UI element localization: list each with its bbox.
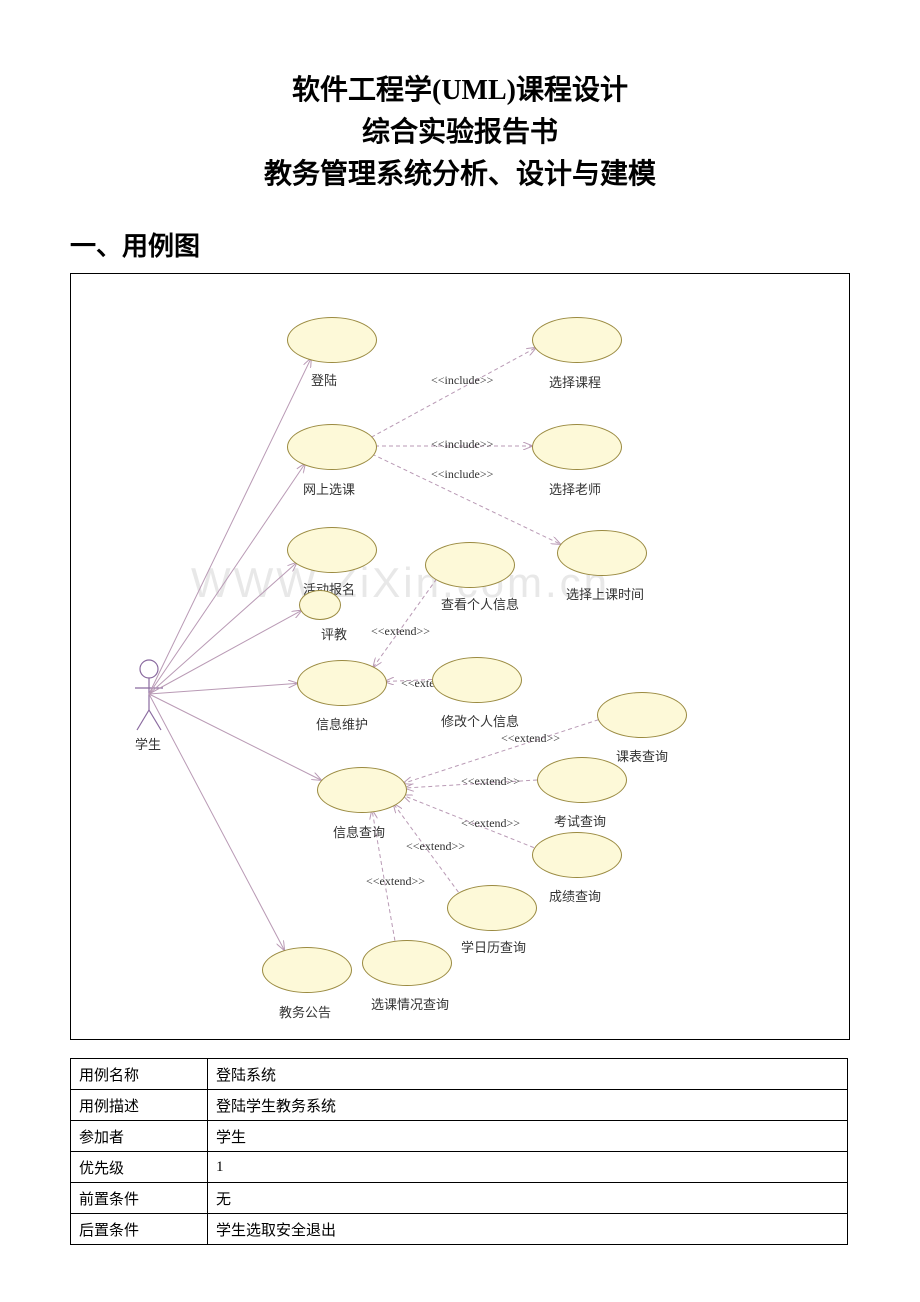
uc-select-time: [557, 530, 647, 576]
table-key: 参加者: [71, 1121, 208, 1152]
table-value: 无: [208, 1183, 848, 1214]
uc-calendar-label: 学日历查询: [461, 937, 526, 956]
uc-viewinfo: [425, 542, 515, 588]
uc-select-time-label: 选择上课时间: [566, 584, 644, 603]
uc-online: [287, 424, 377, 470]
uc-selectstat-label: 选课情况查询: [371, 994, 449, 1013]
table-value: 1: [208, 1152, 848, 1183]
uc-eval-label: 评教: [321, 624, 347, 643]
usecase-spec-table: 用例名称登陆系统用例描述登陆学生教务系统参加者学生优先级1前置条件无后置条件学生…: [70, 1058, 848, 1245]
table-row: 参加者学生: [71, 1121, 848, 1152]
relationship-label: <<extend>>: [461, 774, 520, 789]
relationship-label: <<extend>>: [371, 624, 430, 639]
uc-query-label: 信息查询: [333, 822, 385, 841]
uc-select-teacher-label: 选择老师: [549, 479, 601, 498]
uc-maintain-label: 信息维护: [316, 714, 368, 733]
watermark-1: WWW.ZiXin.com.cn: [191, 559, 610, 607]
table-key: 后置条件: [71, 1214, 208, 1245]
uc-online-label: 网上选课: [303, 479, 355, 498]
relationship-label: <<include>>: [431, 373, 493, 388]
relationship-label: <<extend>>: [501, 731, 560, 746]
uc-login-label: 登陆: [311, 370, 337, 389]
table-key: 前置条件: [71, 1183, 208, 1214]
section-heading-usecase: 一、用例图: [70, 226, 850, 263]
uc-viewinfo-label: 查看个人信息: [441, 594, 519, 613]
title-line-1: 软件工程学(UML)课程设计: [70, 70, 850, 112]
usecase-diagram: WWW.ZiXin.com.cn 学生 <<include>> <<include>…: [70, 273, 850, 1040]
uc-exam-label: 考试查询: [554, 811, 606, 830]
title-block: 软件工程学(UML)课程设计 综合实验报告书 教务管理系统分析、设计与建模: [70, 70, 850, 196]
uc-activity: [287, 527, 377, 573]
relationship-label: <<extend>>: [406, 839, 465, 854]
table-value: 学生选取安全退出: [208, 1214, 848, 1245]
uc-notice: [262, 947, 352, 993]
table-key: 优先级: [71, 1152, 208, 1183]
uc-maintain: [297, 660, 387, 706]
uc-grade-label: 成绩查询: [549, 886, 601, 905]
uc-modinfo-label: 修改个人信息: [441, 711, 519, 730]
relationship-label: <<extend>>: [366, 874, 425, 889]
title-line-2: 综合实验报告书: [70, 112, 850, 154]
uc-select-teacher: [532, 424, 622, 470]
uc-login: [287, 317, 377, 363]
uc-schedule-label: 课表查询: [616, 746, 668, 765]
table-key: 用例名称: [71, 1059, 208, 1090]
relationship-label: <<include>>: [431, 437, 493, 452]
relationship-label: <<extend>>: [461, 816, 520, 831]
table-row: 后置条件学生选取安全退出: [71, 1214, 848, 1245]
uc-query: [317, 767, 407, 813]
uc-modinfo: [432, 657, 522, 703]
uc-schedule: [597, 692, 687, 738]
table-row: 用例描述登陆学生教务系统: [71, 1090, 848, 1121]
uc-grade: [532, 832, 622, 878]
table-row: 前置条件无: [71, 1183, 848, 1214]
uc-exam: [537, 757, 627, 803]
title-line-3: 教务管理系统分析、设计与建模: [70, 154, 850, 196]
table-row: 优先级1: [71, 1152, 848, 1183]
uc-notice-label: 教务公告: [279, 1002, 331, 1021]
uc-eval: [299, 590, 341, 620]
table-value: 学生: [208, 1121, 848, 1152]
uc-calendar: [447, 885, 537, 931]
actor-label: 学生: [135, 734, 161, 753]
uc-select-course: [532, 317, 622, 363]
table-key: 用例描述: [71, 1090, 208, 1121]
relationship-label: <<include>>: [431, 467, 493, 482]
table-value: 登陆系统: [208, 1059, 848, 1090]
uc-selectstat: [362, 940, 452, 986]
table-row: 用例名称登陆系统: [71, 1059, 848, 1090]
uc-select-course-label: 选择课程: [549, 372, 601, 391]
table-value: 登陆学生教务系统: [208, 1090, 848, 1121]
